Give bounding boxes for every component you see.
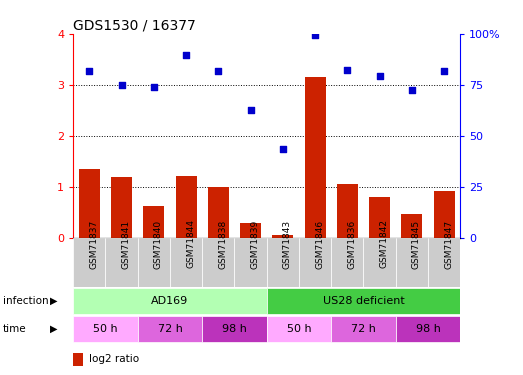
Point (376, 73, 384, 79)
Bar (170, 238, 202, 287)
Bar (396, 238, 428, 287)
Text: AD169: AD169 (151, 296, 189, 306)
Text: US28 deficient: US28 deficient (323, 296, 404, 306)
Text: ▶: ▶ (50, 296, 57, 306)
Bar (299, 238, 331, 287)
Point (182, 52, 190, 58)
Text: 50 h: 50 h (287, 324, 311, 334)
Bar (267, 238, 299, 287)
Text: GSM71838: GSM71838 (219, 219, 228, 268)
Bar (240, 223, 261, 238)
Bar (267, 316, 331, 342)
Point (214, 68, 223, 74)
Bar (73, 288, 267, 314)
Bar (369, 197, 390, 238)
Point (150, 84, 158, 90)
Text: log2 ratio: log2 ratio (89, 354, 139, 364)
Bar (363, 238, 396, 287)
Point (117, 82, 126, 88)
Text: time: time (3, 324, 26, 334)
Point (279, 146, 287, 152)
Bar (73, 238, 106, 287)
Text: ▶: ▶ (50, 324, 57, 334)
Text: GSM71840: GSM71840 (154, 219, 163, 268)
Point (408, 87, 416, 93)
Text: 98 h: 98 h (416, 324, 440, 334)
Text: GSM71839: GSM71839 (251, 219, 259, 268)
Bar (337, 184, 358, 238)
Text: GSM71843: GSM71843 (283, 219, 292, 268)
Bar (176, 176, 197, 238)
Bar (73, 316, 138, 342)
Text: 72 h: 72 h (157, 324, 183, 334)
Text: GSM71836: GSM71836 (347, 219, 356, 268)
Text: 50 h: 50 h (93, 324, 118, 334)
Text: infection: infection (3, 296, 48, 306)
Text: GSM71837: GSM71837 (89, 219, 98, 268)
Bar (401, 214, 423, 238)
Bar (267, 288, 460, 314)
Bar (111, 177, 132, 238)
Point (311, 32, 319, 38)
Bar (106, 238, 138, 287)
Text: GSM71845: GSM71845 (412, 219, 421, 268)
Point (246, 107, 255, 113)
Text: GSM71841: GSM71841 (121, 219, 131, 268)
Bar (143, 207, 164, 238)
Bar (396, 316, 460, 342)
Text: GSM71842: GSM71842 (380, 219, 389, 268)
Text: GSM71844: GSM71844 (186, 219, 195, 268)
Bar (208, 187, 229, 238)
Bar (331, 238, 363, 287)
Bar (234, 238, 267, 287)
Text: GSM71846: GSM71846 (315, 219, 324, 268)
Text: GSM71847: GSM71847 (444, 219, 453, 268)
Bar (272, 235, 293, 238)
Text: 98 h: 98 h (222, 324, 247, 334)
Text: 72 h: 72 h (351, 324, 376, 334)
Bar (434, 191, 454, 238)
Bar (79, 169, 100, 238)
Bar (202, 238, 234, 287)
Bar (304, 77, 326, 238)
Point (343, 66, 351, 72)
Bar (73, 353, 83, 366)
Bar (331, 316, 396, 342)
Bar (138, 316, 202, 342)
Bar (428, 238, 460, 287)
Bar (138, 238, 170, 287)
Bar (202, 316, 267, 342)
Point (85, 68, 94, 74)
Text: GDS1530 / 16377: GDS1530 / 16377 (73, 19, 196, 33)
Point (440, 68, 448, 74)
